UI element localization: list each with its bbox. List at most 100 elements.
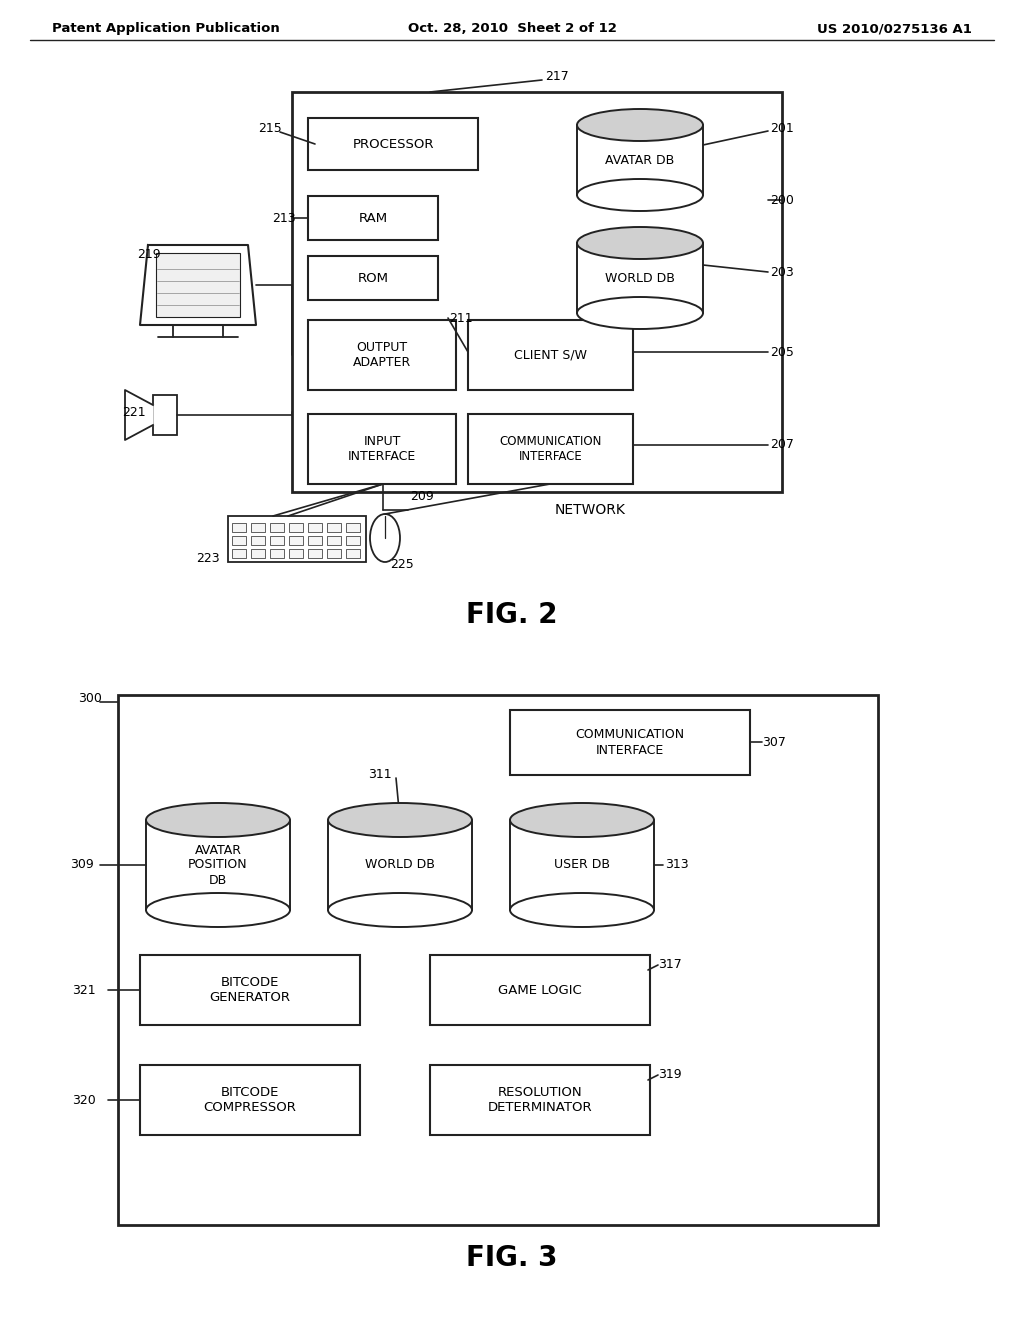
Text: 213: 213	[272, 211, 296, 224]
Text: 320: 320	[72, 1093, 96, 1106]
Bar	[232, 536, 246, 545]
Ellipse shape	[328, 803, 472, 837]
Ellipse shape	[577, 110, 703, 141]
Text: PROCESSOR: PROCESSOR	[352, 137, 434, 150]
Text: AVATAR
POSITION
DB: AVATAR POSITION DB	[188, 843, 248, 887]
Bar	[232, 549, 246, 558]
Bar	[510, 820, 654, 909]
Bar	[292, 92, 782, 492]
Text: 309: 309	[70, 858, 94, 871]
Text: FIG. 2: FIG. 2	[466, 601, 558, 630]
Text: WORLD DB: WORLD DB	[366, 858, 435, 871]
Bar	[577, 125, 703, 195]
Bar	[577, 243, 703, 313]
Bar	[308, 195, 438, 240]
Text: COMMUNICATION
INTERFACE: COMMUNICATION INTERFACE	[500, 436, 602, 463]
Bar	[146, 820, 290, 909]
Bar	[251, 549, 265, 558]
Bar	[140, 1065, 360, 1135]
Text: 319: 319	[658, 1068, 682, 1081]
Ellipse shape	[146, 803, 290, 837]
Text: 207: 207	[770, 438, 794, 451]
Ellipse shape	[146, 894, 290, 927]
Bar	[289, 536, 303, 545]
Bar	[308, 256, 438, 300]
Bar	[251, 536, 265, 545]
Bar	[270, 549, 284, 558]
Text: OUTPUT
ADAPTER: OUTPUT ADAPTER	[353, 341, 411, 370]
Bar	[510, 710, 750, 775]
Text: Patent Application Publication: Patent Application Publication	[52, 22, 280, 36]
Ellipse shape	[577, 227, 703, 259]
Text: 321: 321	[72, 983, 95, 997]
Ellipse shape	[370, 513, 400, 562]
Text: 200: 200	[770, 194, 794, 206]
Bar	[251, 523, 265, 532]
Text: BITCODE
GENERATOR: BITCODE GENERATOR	[210, 975, 291, 1005]
Text: GAME LOGIC: GAME LOGIC	[498, 983, 582, 997]
Text: AVATAR DB: AVATAR DB	[605, 153, 675, 166]
Text: Oct. 28, 2010  Sheet 2 of 12: Oct. 28, 2010 Sheet 2 of 12	[408, 22, 616, 36]
Text: 300: 300	[78, 692, 101, 705]
Bar	[308, 523, 322, 532]
Text: RESOLUTION
DETERMINATOR: RESOLUTION DETERMINATOR	[487, 1086, 592, 1114]
Text: WORLD DB: WORLD DB	[605, 272, 675, 285]
Text: 221: 221	[122, 405, 145, 418]
Text: ROM: ROM	[357, 272, 388, 285]
Bar	[328, 820, 472, 909]
Text: 311: 311	[368, 768, 391, 781]
Bar	[327, 523, 341, 532]
Text: 217: 217	[545, 70, 568, 82]
Bar	[430, 1065, 650, 1135]
Polygon shape	[125, 389, 153, 440]
Text: FIG. 3: FIG. 3	[466, 1243, 558, 1272]
Bar	[270, 523, 284, 532]
Text: 223: 223	[196, 552, 219, 565]
Text: BITCODE
COMPRESSOR: BITCODE COMPRESSOR	[204, 1086, 296, 1114]
Bar	[308, 319, 456, 389]
Text: 317: 317	[658, 958, 682, 972]
Ellipse shape	[510, 803, 654, 837]
Text: USER DB: USER DB	[554, 858, 610, 871]
Text: 205: 205	[770, 346, 794, 359]
Text: RAM: RAM	[358, 211, 387, 224]
Ellipse shape	[577, 297, 703, 329]
Bar	[289, 549, 303, 558]
Bar	[232, 523, 246, 532]
Text: 225: 225	[390, 557, 414, 570]
Text: NETWORK: NETWORK	[555, 503, 626, 517]
Text: CLIENT S/W: CLIENT S/W	[514, 348, 587, 362]
Bar	[228, 516, 366, 562]
Bar	[156, 253, 240, 317]
Bar	[308, 549, 322, 558]
Bar	[327, 536, 341, 545]
Bar	[308, 536, 322, 545]
Bar	[153, 395, 177, 436]
Text: 201: 201	[770, 121, 794, 135]
Polygon shape	[140, 246, 256, 325]
Text: 203: 203	[770, 265, 794, 279]
Bar	[468, 319, 633, 389]
Bar	[346, 536, 360, 545]
Bar	[308, 414, 456, 484]
Text: INPUT
INTERFACE: INPUT INTERFACE	[348, 436, 416, 463]
Text: 219: 219	[137, 248, 161, 261]
Bar	[270, 536, 284, 545]
Bar	[289, 523, 303, 532]
Ellipse shape	[577, 180, 703, 211]
Ellipse shape	[328, 894, 472, 927]
Text: 307: 307	[762, 735, 785, 748]
Text: US 2010/0275136 A1: US 2010/0275136 A1	[817, 22, 972, 36]
Ellipse shape	[510, 894, 654, 927]
Bar	[118, 696, 878, 1225]
Bar	[430, 954, 650, 1026]
Text: 209: 209	[410, 490, 434, 503]
Text: COMMUNICATION
INTERFACE: COMMUNICATION INTERFACE	[575, 729, 685, 756]
Bar	[346, 523, 360, 532]
Bar	[327, 549, 341, 558]
Text: 313: 313	[665, 858, 688, 871]
Bar	[346, 549, 360, 558]
Bar	[468, 414, 633, 484]
Text: 215: 215	[258, 121, 282, 135]
Text: 211: 211	[449, 312, 473, 325]
